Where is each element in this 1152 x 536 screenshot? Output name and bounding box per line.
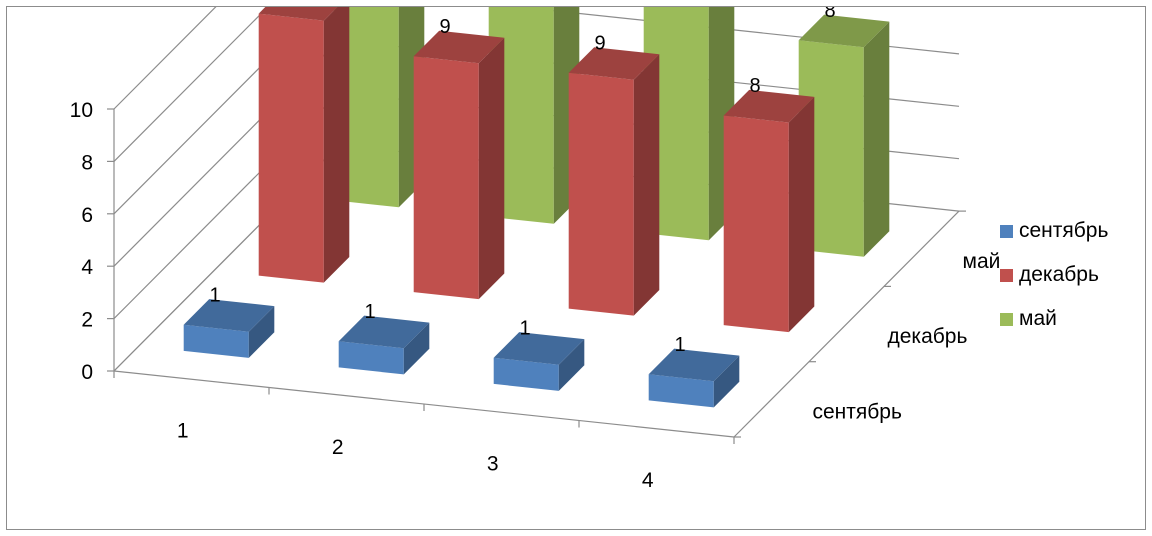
legend-item: сентябрь [1000, 218, 1108, 244]
bar-front [568, 72, 634, 316]
y-tick-label: 0 [81, 361, 93, 384]
bar-front [183, 324, 249, 358]
y-tick-label: 10 [70, 99, 93, 122]
y-tick-label: 6 [81, 204, 93, 227]
legend-swatch [1000, 268, 1013, 282]
bar-front [798, 40, 864, 257]
bar-side [323, 0, 350, 283]
bar-top [723, 89, 815, 123]
data-label: 1 [209, 284, 220, 306]
bar-front [338, 341, 404, 375]
bar-front [723, 115, 789, 333]
legend-label: декабрь [1019, 263, 1099, 286]
bar-front [413, 56, 479, 300]
bar-front [493, 357, 559, 391]
data-label: 8 [749, 75, 760, 97]
gridline [113, 0, 960, 162]
bar [798, 14, 890, 257]
z-tick-label: май [963, 250, 1001, 273]
bar-top [338, 315, 430, 349]
bar-side [478, 37, 505, 300]
bar-top [413, 30, 505, 64]
bar-side [788, 96, 815, 333]
bar [338, 315, 430, 375]
data-label: 1 [674, 334, 685, 356]
legend-label: сентябрь [1019, 219, 1109, 242]
bar-side [403, 322, 430, 375]
y-tick-label: 4 [81, 256, 93, 279]
y-tick-label: 2 [81, 309, 93, 332]
bar [413, 30, 505, 300]
bar [723, 89, 815, 333]
bar-top [798, 14, 890, 48]
bar [493, 332, 585, 391]
bar [568, 47, 660, 316]
bar [648, 348, 740, 408]
data-label: 8 [824, 7, 835, 22]
legend-item: май [1000, 306, 1108, 332]
bar-top [568, 47, 660, 80]
z-tick-label: декабрь [888, 325, 968, 348]
data-label: 9 [439, 16, 450, 38]
bar-top [648, 348, 740, 382]
bar-side [863, 21, 890, 257]
legend: сентябрь декабрь май [1000, 218, 1108, 350]
bar [183, 299, 275, 358]
bar-front [333, 0, 399, 208]
legend-item: декабрь [1000, 262, 1108, 288]
bar-side [558, 339, 585, 391]
bar-top [183, 299, 275, 332]
z-tick-label: сентябрь [813, 400, 902, 423]
legend-swatch [1000, 312, 1013, 326]
depth-axis [733, 210, 960, 438]
data-label: 9 [594, 33, 605, 55]
data-label: 1 [364, 301, 375, 323]
bar-side [713, 355, 740, 408]
bar-top [493, 332, 585, 365]
bar-front [258, 13, 324, 283]
bar-side [633, 54, 660, 316]
bar-front [643, 0, 709, 241]
x-tick-label: 3 [487, 452, 499, 475]
bar [258, 0, 350, 283]
x-tick-label: 4 [642, 469, 654, 492]
data-label: 1 [519, 317, 530, 339]
bar-front [488, 0, 554, 224]
gridline [113, 0, 960, 215]
x-tick-label: 2 [332, 436, 344, 459]
bar-side [248, 306, 275, 358]
bar-front [648, 374, 714, 408]
y-tick-label: 8 [81, 151, 93, 174]
gridline [113, 0, 224, 110]
x-tick-label: 1 [177, 419, 189, 442]
legend-swatch [1000, 224, 1013, 238]
legend-label: май [1019, 307, 1057, 330]
